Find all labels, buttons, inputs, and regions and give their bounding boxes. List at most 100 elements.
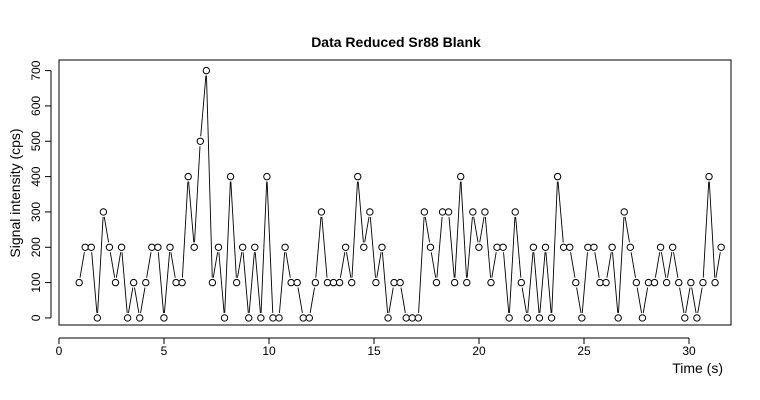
data-point bbox=[220, 314, 229, 322]
series-segment bbox=[200, 75, 207, 137]
series-segment bbox=[321, 216, 328, 278]
series-segment bbox=[339, 252, 346, 278]
plot-frame bbox=[58, 59, 732, 326]
data-point bbox=[378, 243, 386, 251]
data-point bbox=[444, 208, 453, 216]
data-point bbox=[414, 314, 423, 322]
data-point bbox=[347, 278, 356, 287]
data-point bbox=[493, 243, 501, 251]
series-segment bbox=[533, 252, 540, 313]
data-point bbox=[257, 314, 265, 322]
data-point bbox=[202, 66, 211, 75]
data-point bbox=[154, 243, 162, 251]
x-tick-label: 0 bbox=[56, 344, 63, 358]
y-tick-label: 600 bbox=[29, 96, 43, 116]
y-tick-label: 200 bbox=[29, 237, 43, 257]
y-tick-label: 700 bbox=[29, 60, 43, 80]
data-point bbox=[196, 137, 204, 145]
x-tick-label: 10 bbox=[262, 344, 276, 358]
data-point bbox=[129, 278, 138, 287]
data-point bbox=[553, 172, 562, 181]
series-segment bbox=[163, 252, 171, 313]
data-point bbox=[214, 243, 223, 251]
data-point bbox=[584, 243, 592, 251]
series-segment bbox=[170, 252, 176, 278]
series-segment bbox=[491, 252, 497, 278]
data-point bbox=[75, 278, 83, 287]
data-point bbox=[566, 243, 574, 251]
series-segment bbox=[594, 252, 600, 278]
series-segment bbox=[581, 252, 588, 313]
data-point bbox=[190, 243, 198, 251]
data-point bbox=[662, 278, 671, 287]
series-segment bbox=[612, 252, 619, 313]
series-segment bbox=[206, 75, 213, 278]
data-point bbox=[160, 314, 168, 322]
data-point bbox=[402, 314, 410, 322]
series-segment bbox=[128, 287, 134, 314]
series-segment bbox=[521, 287, 527, 314]
data-point bbox=[481, 208, 489, 216]
data-point bbox=[687, 278, 695, 287]
data-point bbox=[238, 243, 247, 251]
data-point bbox=[208, 278, 217, 287]
data-point bbox=[644, 278, 653, 287]
data-point bbox=[87, 243, 95, 251]
data-point bbox=[287, 278, 295, 287]
series-segment bbox=[636, 287, 643, 314]
data-point bbox=[178, 278, 186, 287]
y-tick-label: 400 bbox=[29, 166, 43, 186]
data-point bbox=[317, 208, 326, 216]
series-segment bbox=[697, 287, 703, 314]
series-segment bbox=[297, 287, 303, 314]
data-point bbox=[281, 243, 289, 251]
series-segment bbox=[103, 216, 110, 243]
data-point bbox=[148, 243, 156, 251]
data-point bbox=[711, 278, 719, 287]
data-point bbox=[596, 278, 604, 287]
data-point bbox=[99, 208, 108, 216]
series-segment bbox=[660, 252, 667, 278]
series-segment bbox=[364, 216, 370, 243]
series-segment bbox=[146, 252, 152, 278]
series-segment bbox=[551, 181, 558, 313]
data-point bbox=[226, 172, 235, 181]
data-point bbox=[269, 314, 277, 322]
data-point bbox=[511, 208, 519, 216]
data-point bbox=[547, 314, 556, 322]
series-segment bbox=[351, 181, 358, 278]
data-point bbox=[293, 278, 301, 287]
data-point bbox=[668, 243, 677, 251]
data-point bbox=[632, 278, 641, 287]
data-point bbox=[517, 278, 525, 287]
data-point bbox=[426, 243, 435, 251]
y-axis-label: Signal intensity (cps) bbox=[7, 128, 23, 257]
data-point bbox=[705, 172, 713, 181]
series-segment bbox=[357, 181, 364, 243]
series-segment bbox=[576, 287, 582, 314]
series-segment bbox=[230, 181, 237, 278]
series-segment bbox=[242, 252, 249, 313]
series-segment bbox=[121, 252, 128, 313]
data-point bbox=[142, 278, 150, 287]
y-tick-label: 300 bbox=[29, 202, 43, 222]
series-segment bbox=[702, 181, 710, 278]
series-segment bbox=[248, 252, 255, 313]
data-point bbox=[275, 314, 283, 322]
series-segment bbox=[624, 216, 630, 243]
series-segment bbox=[430, 252, 437, 278]
data-point bbox=[559, 243, 568, 251]
data-point bbox=[717, 243, 725, 251]
data-point bbox=[505, 314, 513, 322]
series-segment bbox=[278, 252, 286, 313]
data-point bbox=[323, 278, 332, 287]
data-point bbox=[463, 278, 471, 287]
data-point bbox=[650, 278, 659, 287]
data-point bbox=[111, 278, 120, 287]
series-segment bbox=[679, 287, 685, 314]
series-segment bbox=[212, 252, 219, 278]
series-segment bbox=[309, 287, 315, 314]
data-point bbox=[693, 314, 701, 322]
data-point bbox=[608, 243, 616, 251]
data-point bbox=[699, 278, 707, 287]
